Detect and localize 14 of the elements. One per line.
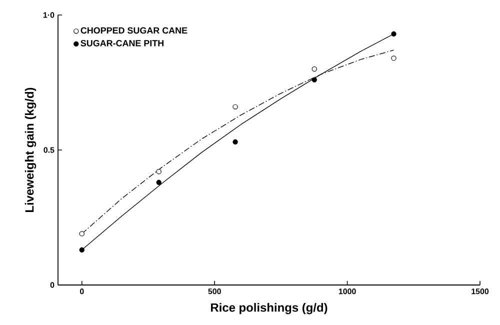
point <box>232 104 238 110</box>
point <box>156 169 162 174</box>
point <box>312 66 317 72</box>
point <box>391 56 396 61</box>
y-axis-title: Liveweight gain (kg/d) <box>24 88 36 212</box>
legend-label: CHOPPED SUGAR CANE <box>80 27 188 34</box>
point <box>232 139 238 144</box>
legend-label: SUGAR-CANE PITH <box>80 40 164 46</box>
x-axis-title: Rice polishings (g/d) <box>211 303 328 314</box>
point <box>79 231 84 236</box>
point <box>391 31 396 36</box>
point <box>312 77 317 82</box>
point <box>156 180 162 185</box>
point <box>79 247 84 252</box>
